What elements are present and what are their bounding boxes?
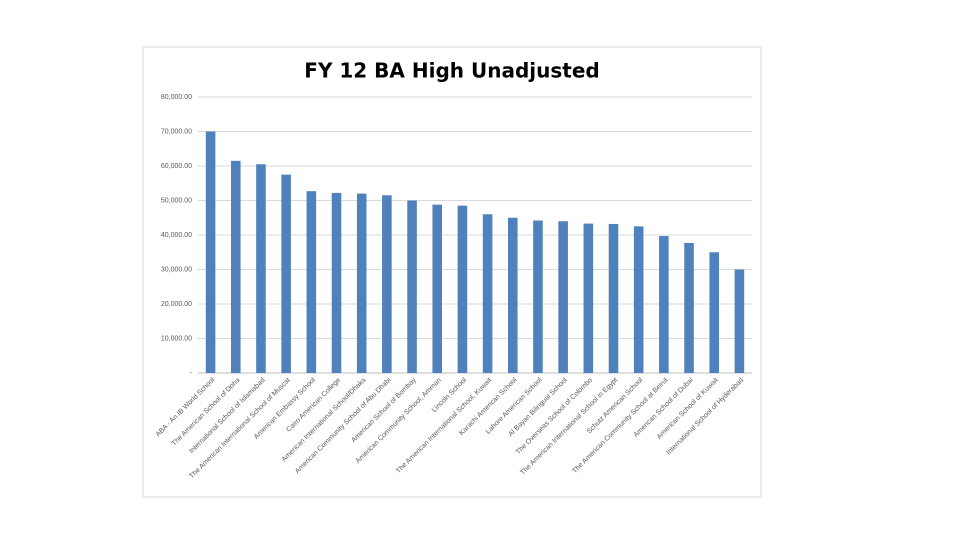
bar [205, 131, 216, 373]
bar [558, 221, 568, 373]
bar [709, 252, 720, 373]
bar [331, 192, 342, 373]
bar [533, 220, 543, 373]
bar [482, 214, 493, 373]
bar [356, 193, 367, 373]
y-tick-label: 20,000.00 [161, 301, 192, 308]
bar [306, 191, 317, 373]
y-tick-label: 10,000.00 [161, 335, 192, 342]
bar [432, 204, 443, 373]
bar [457, 205, 468, 373]
bar [281, 174, 291, 373]
y-tick-label: 30,000.00 [161, 266, 192, 273]
y-tick-label: 70,000.00 [161, 128, 192, 135]
bar [230, 160, 241, 373]
y-tick-label: - [190, 370, 193, 377]
bar [633, 226, 644, 373]
bar [507, 217, 518, 373]
bar [608, 223, 619, 373]
bar [734, 269, 745, 373]
y-tick-label: 40,000.00 [161, 232, 192, 239]
bar [256, 164, 266, 373]
bar [407, 200, 417, 373]
chart-frame [142, 46, 762, 498]
bar [659, 236, 669, 373]
bar [583, 223, 594, 373]
y-tick-label: 80,000.00 [161, 94, 192, 101]
chart-title: FY 12 BA High Unadjusted [304, 59, 599, 83]
bar [684, 242, 694, 373]
y-tick-label: 50,000.00 [161, 197, 192, 204]
bar [382, 195, 392, 373]
y-tick-label: 60,000.00 [161, 163, 192, 170]
